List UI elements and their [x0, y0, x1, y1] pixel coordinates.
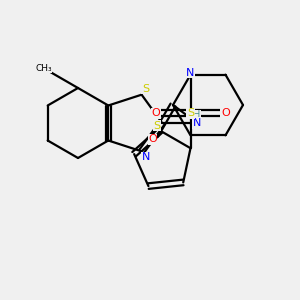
Text: N: N: [186, 68, 195, 78]
Text: O: O: [221, 108, 230, 118]
Text: CH₃: CH₃: [35, 64, 52, 73]
Text: O: O: [152, 108, 160, 118]
Text: S: S: [154, 121, 161, 131]
Text: S: S: [187, 108, 194, 118]
Text: S: S: [142, 84, 149, 94]
Text: N: N: [141, 152, 150, 162]
Text: O: O: [148, 134, 157, 144]
Text: H: H: [194, 110, 201, 120]
Text: N: N: [193, 118, 201, 128]
